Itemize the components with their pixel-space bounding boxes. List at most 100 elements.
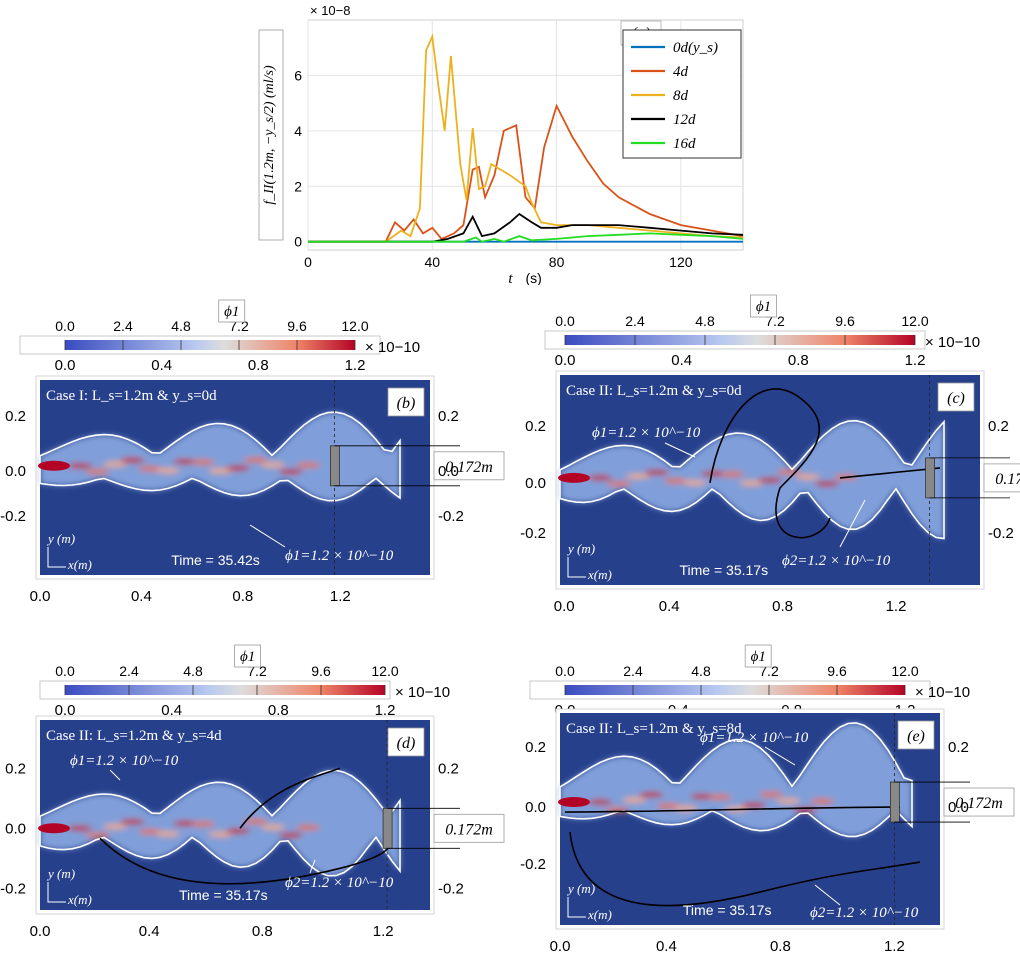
x-tick-label: 0.4 [656, 938, 677, 955]
colorbar-exponent: × 10−10 [395, 684, 450, 701]
jet-source [558, 472, 590, 483]
plume-hot-streak [85, 468, 110, 475]
y-tick-label: 2 [294, 178, 302, 194]
plume-hot-streak [208, 467, 233, 474]
y-tick-label-left: 0.0 [5, 820, 26, 837]
time-label: Time = 35.17s [680, 562, 769, 578]
contour-annotation: ϕ2=1.2 × 10^−10 [285, 875, 394, 891]
plume-hot-streak [243, 457, 268, 464]
line-chart-a: 0 40 80 120 0 2 4 6 × 10−8 t (s) f_II(1.2m, −y_s/2)… [258, 3, 744, 285]
plume-hot-streak [814, 480, 839, 487]
x-tick-label: 0.0 [554, 598, 575, 615]
gap-label: 0.172m [995, 471, 1020, 488]
field-panel-b: 0.0 2.4 4.8 7.2 9.6 12.00.0 0.4 0.8 1.2ϕ1× 10−10… [0, 299, 505, 605]
colorbar-bottom-tick: 0.8 [248, 357, 269, 374]
colorbar-top-tick: 0.0 [55, 318, 75, 334]
y-tick-label-right: 0.2 [988, 418, 1009, 435]
y-tick-label-left: 0.0 [525, 799, 546, 816]
plume-hot-streak [103, 461, 128, 468]
plume [40, 770, 400, 876]
x-tick-label: 40 [424, 254, 440, 270]
time-label: Time = 35.17s [683, 902, 772, 918]
colorbar-top-tick: 12.0 [371, 663, 398, 679]
plume-hot-streak [68, 462, 92, 469]
colorbar-top-tick: 12.0 [891, 663, 918, 679]
plume-hot-streak [720, 471, 745, 478]
colorbar-top-tick: 9.6 [311, 663, 331, 679]
plume-hot-streak [261, 461, 286, 468]
plume-hot-streak [261, 824, 286, 831]
colorbar-top-tick: 4.8 [183, 663, 203, 679]
y-tick-label-left: -0.2 [0, 880, 26, 897]
contour-annotation: ϕ1=1.2 × 10^−10 [70, 753, 179, 769]
plume-hot-streak [776, 797, 801, 804]
case-label: Case II: L_s=1.2m & y_s=8d [566, 721, 742, 737]
annotation-arrow [109, 769, 121, 781]
panel-label-frame [387, 727, 425, 757]
plume-hot-streak [208, 831, 233, 838]
plume-hot-streak [225, 828, 250, 835]
colorbar-symbol: ϕ1 [756, 299, 771, 315]
panel-label-frame [897, 720, 935, 750]
x-tick-label: 0.4 [131, 588, 152, 605]
plume-hot-streak [296, 462, 321, 469]
gap-label-frame [433, 813, 505, 843]
panel-label: (d) [397, 735, 416, 752]
plume-hot-streak [639, 791, 664, 798]
panel-label-frame [387, 387, 425, 417]
plume-hot-streak [296, 824, 321, 831]
contour-annotation: ϕ2=1.2 × 10^−10 [782, 553, 891, 569]
plume-hot-streak [622, 796, 647, 803]
plume-hot-streak [190, 820, 215, 827]
phi2-contour [709, 388, 941, 539]
colorbar [65, 340, 355, 350]
colorbar-symbol-frame [218, 299, 246, 323]
y-tick-label-left: -0.2 [520, 525, 546, 542]
gap-label-frame [983, 463, 1020, 493]
plume-hot-streak [758, 477, 783, 484]
plume-hot-streak [278, 468, 303, 475]
x-tick-label: 0.0 [30, 588, 51, 605]
plume-hot-streak [243, 818, 268, 825]
x-tick-label: 1.2 [886, 598, 907, 615]
plume-hot-streak [707, 794, 732, 801]
plume-hot-streak [120, 457, 145, 464]
colorbar-top-tick: 2.4 [119, 663, 139, 679]
gap-label-frame [433, 451, 505, 481]
plume-hot-streak [155, 830, 180, 837]
axis-x-icon-label: x(m) [587, 567, 612, 582]
plume [40, 412, 400, 501]
colorbar-top-tick: 4.8 [691, 663, 711, 679]
annotation-arrow [309, 859, 316, 874]
colorbar-top-tick: 4.8 [695, 313, 715, 329]
plume-hot-streak [278, 832, 303, 839]
plume-hot-streak [701, 470, 726, 477]
series-line-12d [308, 212, 744, 243]
colorbar-top-tick: 2.4 [625, 313, 645, 329]
x-tick-label: 0 [304, 254, 312, 270]
y-tick-label: 6 [294, 67, 302, 83]
colorbar-exponent: × 10−10 [365, 339, 420, 356]
y-tick-label-left: 0.2 [525, 418, 546, 435]
colorbar-bottom-tick: 0.8 [268, 702, 289, 719]
colorbar-bottom-tick: 0.0 [55, 357, 76, 374]
gap-label: 0.172m [445, 459, 493, 476]
y-tick-label-left: 0.0 [5, 463, 26, 480]
gap-label: 0.172m [955, 795, 1003, 812]
y-tick-label-right: -0.2 [438, 880, 464, 897]
y-tick-label-right: -0.2 [988, 525, 1014, 542]
panel-label: (c) [947, 390, 965, 407]
colorbar-bottom-tick: 0.0 [555, 352, 576, 369]
plume-hot-streak [795, 474, 820, 481]
y-tick-label-left: 0.0 [525, 475, 546, 492]
x-tick-label: 0.4 [659, 598, 680, 615]
gap-label-frame [943, 787, 1015, 817]
colorbar-bottom-tick: 1.2 [905, 352, 926, 369]
x-tick-label: 80 [549, 254, 565, 270]
axis-x-icon-label: x(m) [67, 892, 92, 907]
y-tick-label-right: 0.2 [438, 408, 459, 425]
plume-hot-streak [759, 791, 783, 798]
y-axis-label: f_II(1.2m, −y_s/2) (ml/s) [262, 65, 277, 205]
series-line-4d [308, 103, 744, 243]
colorbar-exponent: × 10−10 [915, 684, 970, 701]
